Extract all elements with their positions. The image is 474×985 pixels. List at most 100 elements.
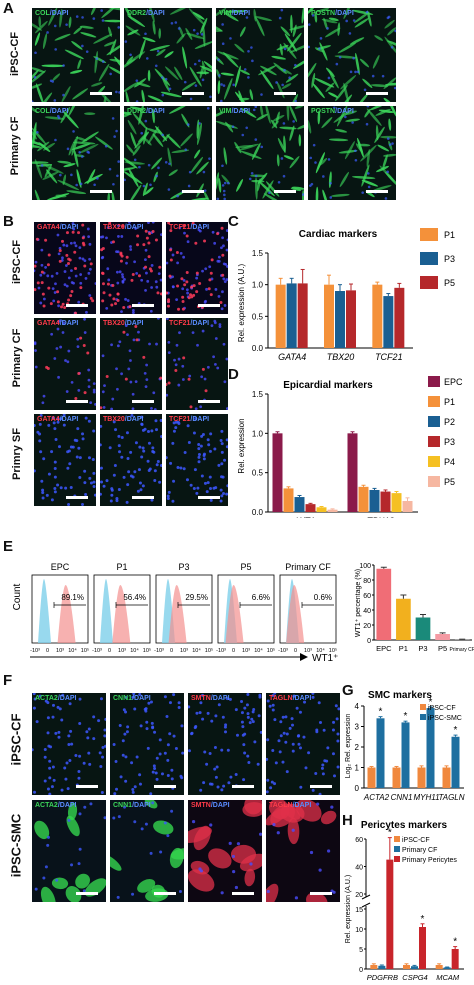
nucleus-mark (246, 754, 250, 758)
bar-Primary CF (411, 966, 418, 969)
y-axis-label: Rel. expression (A.U.) (237, 264, 246, 343)
cell-mark (72, 88, 89, 100)
nucleus-mark (124, 40, 128, 43)
nucleus-mark (129, 380, 133, 384)
nucleus-mark (319, 37, 323, 40)
nucleus-mark (123, 805, 127, 809)
nucleus-mark (248, 177, 252, 181)
cell-mark (203, 61, 212, 74)
nucleus-mark (38, 439, 42, 443)
cell-mark (155, 125, 167, 142)
nucleus-mark (34, 264, 37, 268)
bar-iPSC-CF (435, 965, 443, 969)
nucleus-mark (120, 436, 124, 440)
nucleus-mark (65, 244, 69, 248)
nucleus-mark (198, 711, 202, 715)
cell-mark (103, 96, 107, 102)
cell-mark (78, 143, 99, 154)
nucleus-mark (201, 433, 205, 437)
marker-name: SMTN (191, 695, 211, 702)
row-label-b-ipsc-cf: iPSC-CF (11, 240, 23, 284)
nucleus-mark (168, 274, 172, 278)
nucleus-mark (195, 491, 199, 495)
nucleus-mark (57, 735, 61, 739)
cell-mark (79, 25, 94, 29)
cell-mark (162, 133, 170, 142)
legend-label: Primary Pericytes (402, 857, 457, 864)
nucleus-mark (92, 480, 96, 484)
x-tick-label: 0 (232, 648, 235, 654)
nucleus-mark (100, 443, 102, 447)
nucleus-mark (251, 59, 254, 63)
cell-mark (34, 20, 48, 34)
nucleus-mark (155, 777, 159, 781)
nucleus-mark (72, 227, 76, 231)
nucleus-mark (41, 491, 45, 495)
bar-iPSC-SMC (376, 718, 385, 788)
nucleus-mark (331, 728, 335, 732)
nucleus-mark (159, 292, 162, 296)
nucleus-mark (309, 184, 312, 187)
nucleus-mark (177, 701, 181, 705)
nucleus-mark (185, 288, 189, 292)
nucleus-mark (59, 417, 63, 421)
nucleus-mark (46, 701, 50, 705)
nucleus-mark (291, 828, 295, 832)
cell-mark (354, 11, 370, 23)
nucleus-mark (221, 236, 224, 240)
nucleus-mark (85, 730, 89, 734)
cell-mark (323, 17, 328, 30)
nucleus-mark (166, 383, 168, 387)
bar-P3 (383, 296, 394, 348)
nucleus-mark (158, 752, 162, 756)
nucleus-mark (338, 55, 342, 59)
cell-mark (196, 119, 200, 139)
nucleus-mark (34, 288, 37, 292)
nucleus-mark (243, 706, 247, 710)
significance-star: * (453, 937, 457, 948)
nucleus-mark (133, 470, 137, 474)
tile-a-1-3-image (308, 106, 396, 200)
nucleus-mark (42, 297, 46, 301)
cell-mark (52, 73, 61, 82)
panel-letter-f: F (3, 672, 13, 689)
nucleus-mark (236, 842, 241, 846)
legend-swatch (428, 456, 440, 467)
cell-mark (196, 161, 209, 175)
category-label: GATA4 (278, 352, 306, 362)
bar-P3 (305, 504, 316, 512)
nucleus-mark (209, 293, 213, 297)
tile-a-0-2-image (216, 8, 304, 102)
nucleus-mark (137, 330, 140, 334)
nucleus-mark (256, 762, 260, 766)
nucleus-mark (167, 188, 171, 191)
nucleus-mark (115, 497, 119, 501)
category-label: TBX18 (367, 516, 395, 518)
nucleus-mark (250, 172, 254, 175)
nucleus-mark (32, 693, 36, 696)
nucleus-mark (327, 76, 331, 80)
nucleus-mark (145, 378, 149, 382)
nucleus-mark (303, 700, 307, 704)
nucleus-mark (158, 265, 162, 269)
nucleus-mark (48, 776, 52, 780)
nucleus-mark (221, 23, 224, 26)
nucleus-mark (307, 751, 311, 755)
nucleus-mark (127, 367, 131, 371)
tile-b-1-0: GATA4/DAPI (34, 318, 96, 410)
nucleus-mark (129, 474, 133, 478)
nucleus-mark (136, 234, 140, 238)
nucleus-mark (59, 345, 63, 349)
nucleus-mark (128, 349, 132, 353)
nucleus-mark (110, 493, 114, 497)
nucleus-mark (311, 693, 315, 695)
nucleus-mark (250, 717, 254, 721)
nucleus-mark (200, 375, 204, 379)
cell-mark (151, 108, 155, 124)
cell-mark (337, 42, 357, 54)
nucleus-mark (152, 764, 156, 768)
nucleus-mark (40, 263, 44, 267)
stain-name: /DAPI (231, 108, 251, 115)
nucleus-mark (67, 734, 71, 738)
nucleus-mark (48, 759, 52, 763)
